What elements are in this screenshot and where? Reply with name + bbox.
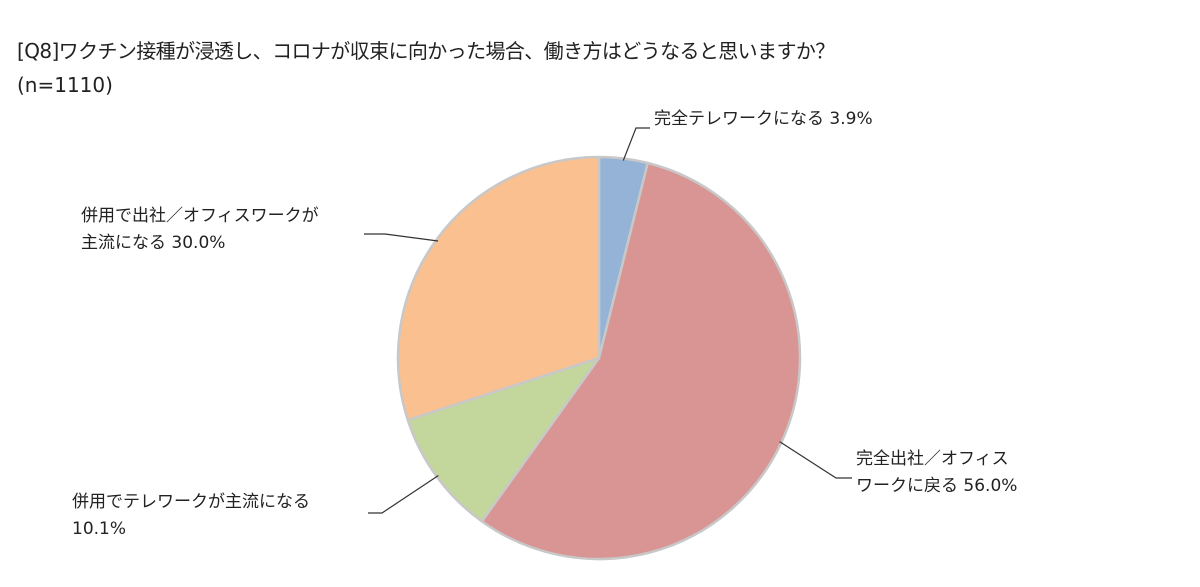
slice-label-line: 主流になる 30.0%	[81, 233, 226, 253]
slice-label-line: 併用で出社／オフィスワークが	[81, 206, 319, 226]
slice-label-telework-main: 併用でテレワークが主流になる 10.1%	[72, 489, 310, 543]
pie-slice-office-main	[396, 155, 601, 422]
slice-label-line: 完全テレワークになる 3.9%	[654, 109, 873, 129]
leader-line-full-office	[779, 441, 852, 479]
leader-line-telework-main	[368, 475, 439, 514]
chart-title: [Q8]ワクチン接種が浸透し、コロナが収束に向かった場合、働き方はどうなると思い…	[17, 39, 835, 63]
leader-line-office-main	[364, 233, 439, 242]
slice-label-line: 併用でテレワークが主流になる	[72, 492, 310, 512]
leader-line-full-telework	[622, 127, 650, 161]
slice-label-full-telework: 完全テレワークになる 3.9%	[654, 106, 873, 133]
slice-label-line: 10.1%	[72, 519, 127, 539]
slice-label-office-main: 併用で出社／オフィスワークが 主流になる 30.0%	[81, 203, 319, 257]
slice-label-line: ワークに戻る 56.0%	[856, 476, 1018, 496]
chart-subtitle: (n=1110)	[17, 73, 113, 97]
slice-label-full-office: 完全出社／オフィス ワークに戻る 56.0%	[856, 446, 1017, 500]
slice-label-line: 完全出社／オフィス	[856, 449, 1009, 469]
